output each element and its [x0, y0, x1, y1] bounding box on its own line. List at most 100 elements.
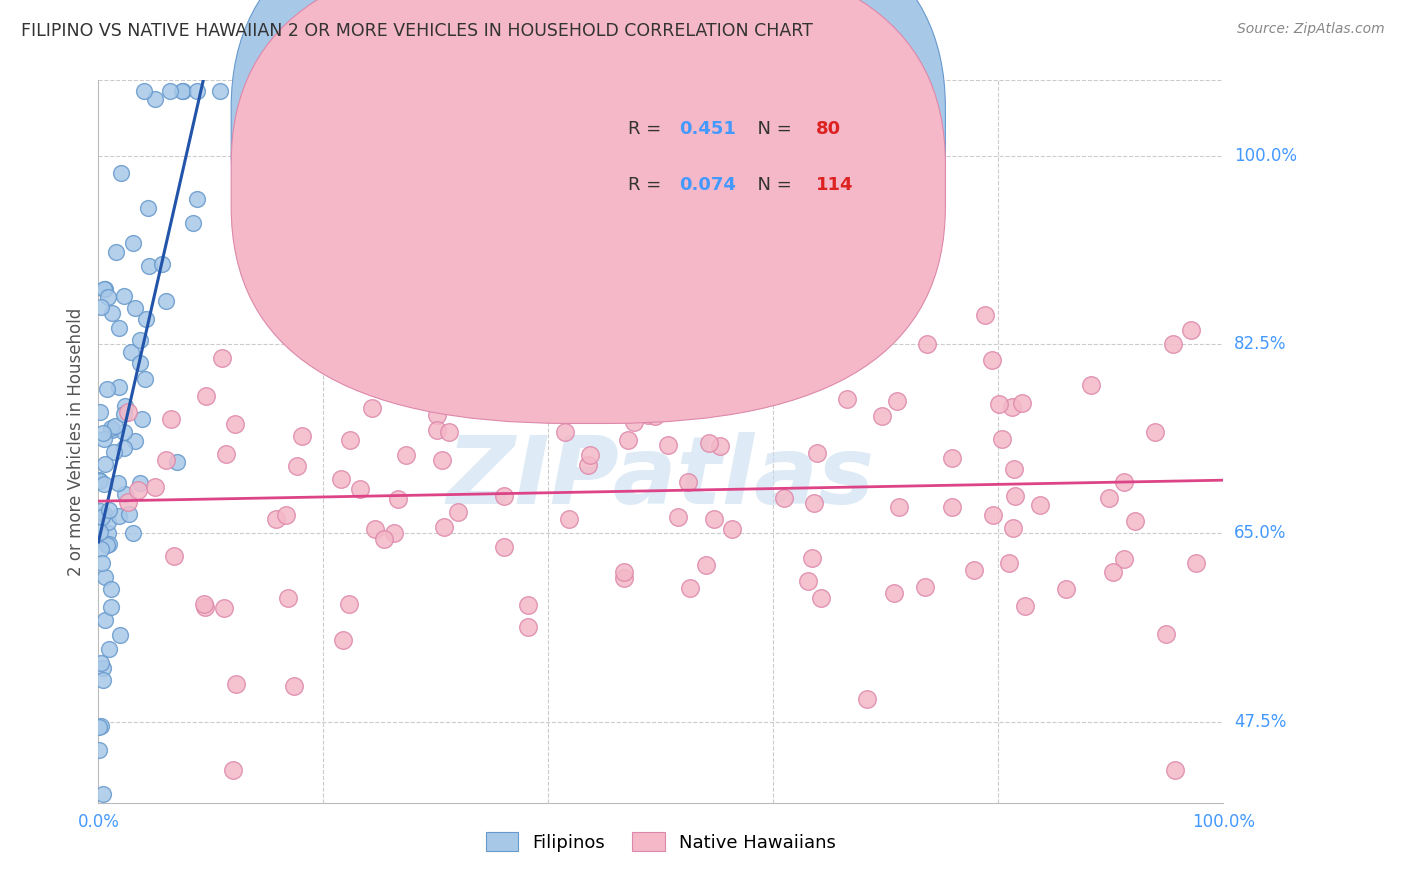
Point — [134, 372, 156, 386]
Point — [917, 336, 939, 351]
Point — [112, 425, 135, 439]
Point — [93, 458, 115, 472]
Point — [100, 582, 122, 596]
Point — [801, 551, 824, 566]
Point — [433, 520, 456, 534]
Point — [339, 433, 361, 447]
Point — [170, 84, 193, 98]
Point — [159, 84, 181, 98]
Point — [1002, 461, 1025, 475]
Text: R =: R = — [628, 176, 668, 194]
Point — [90, 656, 112, 670]
Point — [100, 423, 122, 437]
Point — [91, 673, 114, 688]
Text: Source: ZipAtlas.com: Source: ZipAtlas.com — [1237, 22, 1385, 37]
Point — [122, 236, 145, 251]
Point — [554, 425, 576, 440]
Point — [657, 438, 679, 452]
Point — [553, 370, 575, 384]
Point — [276, 508, 298, 523]
Point — [1054, 582, 1077, 596]
Point — [110, 628, 132, 642]
Point — [1002, 521, 1025, 535]
Point — [644, 409, 666, 423]
Point — [981, 353, 1004, 368]
Point — [1156, 626, 1178, 640]
Point — [382, 526, 405, 541]
Point — [224, 417, 246, 431]
Point — [110, 166, 132, 180]
Point — [209, 84, 232, 98]
Point — [87, 473, 110, 487]
Point — [1112, 551, 1135, 566]
Point — [613, 566, 636, 580]
Point — [1004, 489, 1026, 503]
Point — [108, 380, 131, 394]
Point — [859, 252, 882, 267]
Point — [193, 597, 215, 611]
Point — [447, 505, 470, 519]
Point — [361, 401, 384, 415]
Point — [613, 571, 636, 585]
Point — [432, 452, 454, 467]
Point — [93, 282, 115, 296]
Point — [97, 289, 120, 303]
Point — [364, 354, 387, 368]
Point — [97, 537, 120, 551]
Text: N =: N = — [747, 176, 797, 194]
Text: 114: 114 — [815, 176, 853, 194]
Point — [558, 512, 581, 526]
Point — [97, 526, 120, 541]
Point — [107, 508, 129, 523]
Point — [1123, 514, 1146, 528]
Point — [1011, 396, 1033, 410]
Point — [703, 512, 725, 526]
Point — [107, 476, 129, 491]
Point — [291, 429, 314, 443]
Point — [89, 525, 111, 540]
Point — [186, 192, 208, 206]
Point — [117, 405, 139, 419]
Point — [112, 407, 135, 421]
Point — [700, 388, 723, 402]
Point — [97, 515, 120, 529]
Point — [856, 692, 879, 706]
Point — [214, 447, 236, 461]
Point — [120, 344, 142, 359]
Text: 100.0%: 100.0% — [1234, 147, 1298, 165]
Point — [425, 408, 447, 422]
Point — [100, 421, 122, 435]
Point — [349, 482, 371, 496]
Point — [136, 201, 159, 215]
Point — [211, 351, 233, 366]
Point — [155, 453, 177, 467]
Point — [90, 300, 112, 314]
Point — [122, 526, 145, 541]
Point — [129, 356, 152, 370]
Point — [695, 558, 717, 573]
Point — [706, 390, 728, 404]
Point — [1184, 556, 1206, 570]
Point — [468, 361, 491, 376]
Point — [143, 480, 166, 494]
Point — [129, 476, 152, 491]
Point — [437, 425, 460, 440]
Point — [89, 405, 111, 419]
Point — [194, 600, 217, 615]
Point — [395, 448, 418, 462]
Text: 80: 80 — [815, 120, 841, 138]
FancyBboxPatch shape — [231, 0, 945, 424]
Point — [103, 445, 125, 459]
Point — [887, 500, 910, 514]
Point — [806, 446, 828, 460]
Point — [108, 320, 131, 334]
Point — [886, 393, 908, 408]
Point — [617, 434, 640, 448]
Point — [772, 491, 794, 505]
Point — [1180, 322, 1202, 336]
Point — [1112, 475, 1135, 489]
Text: 0.074: 0.074 — [679, 176, 735, 194]
Point — [332, 632, 354, 647]
Point — [983, 508, 1005, 522]
Point — [1001, 400, 1024, 414]
